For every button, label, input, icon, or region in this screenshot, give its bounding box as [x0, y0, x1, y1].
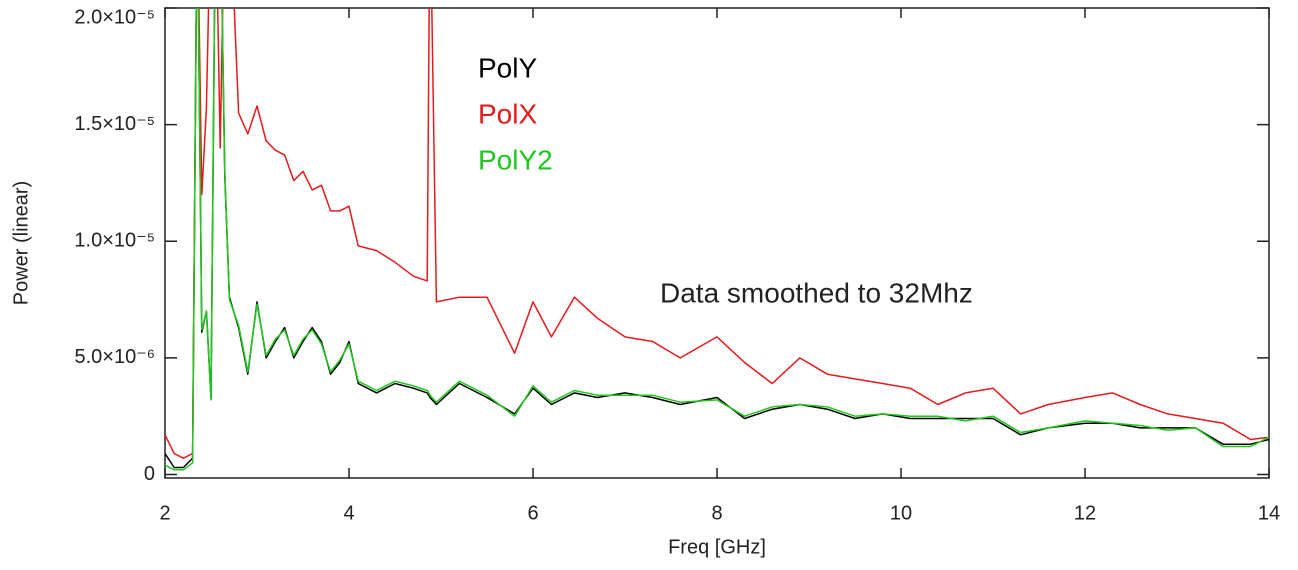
- y-tick-label: 5.0×10⁻⁶: [74, 346, 155, 368]
- x-tick-label: 8: [711, 502, 722, 524]
- y-tick-label: 1.5×10⁻⁵: [74, 113, 155, 135]
- legend-entry: PolY: [478, 52, 537, 83]
- y-axis-label: Power (linear): [10, 181, 32, 305]
- x-axis-label: Freq [GHz]: [668, 536, 766, 558]
- x-tick-label: 10: [890, 502, 912, 524]
- series-line: [165, 8, 1269, 471]
- y-tick-label: 2.0×10⁻⁵: [74, 6, 155, 28]
- y-tick-label: 0: [144, 463, 155, 485]
- x-tick-label: 14: [1258, 502, 1280, 524]
- series-line: [165, 8, 1269, 459]
- plot-frame: [164, 7, 1270, 479]
- x-tick-label: 6: [527, 502, 538, 524]
- x-tick-label: 4: [343, 502, 354, 524]
- annotation: Data smoothed to 32Mhz: [660, 277, 973, 308]
- legend-entry: PolY2: [478, 144, 553, 175]
- plot-area: [165, 8, 1269, 471]
- x-tick-label: 2: [159, 502, 170, 524]
- series-line: [165, 8, 1269, 469]
- y-tick-label: 1.0×10⁻⁵: [74, 230, 155, 252]
- legend-entry: PolX: [478, 98, 537, 129]
- x-tick-label: 12: [1074, 502, 1096, 524]
